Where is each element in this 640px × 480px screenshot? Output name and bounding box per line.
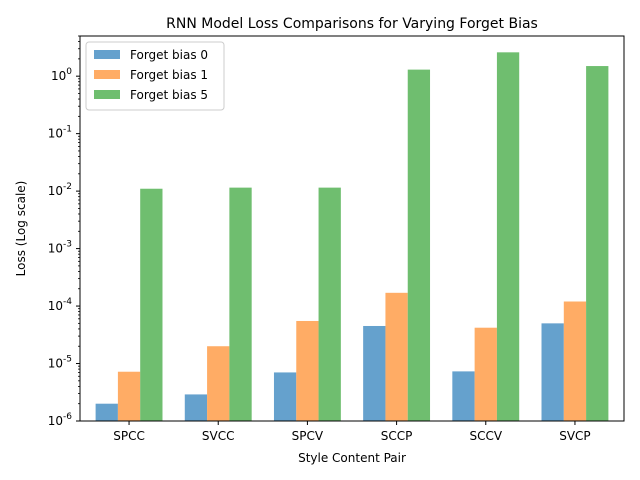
bar-svcp-series-3 xyxy=(586,66,609,422)
x-tick-label: SVCC xyxy=(202,429,235,443)
bar-svcc-series-3 xyxy=(229,187,252,421)
bar-spcv-series-3 xyxy=(318,187,341,421)
y-tick-label: 10-5 xyxy=(48,355,72,371)
bar-spcc-series-1 xyxy=(95,403,118,421)
y-tick-label: 10-4 xyxy=(48,297,73,313)
bar-spcc-series-3 xyxy=(140,188,163,421)
x-axis: SPCC SVCC SPCV SCCP SCCV SVCP xyxy=(113,421,591,443)
legend: Forget bias 0 Forget bias 1 Forget bias 5 xyxy=(85,41,225,111)
legend-label: Forget bias 0 xyxy=(130,48,208,62)
legend-box xyxy=(85,41,225,111)
x-tick-label: SPCC xyxy=(113,429,145,443)
x-tick-label: SCCP xyxy=(381,429,413,443)
y-tick-label: 10-2 xyxy=(48,182,72,198)
bar-svcp-series-2 xyxy=(563,301,587,421)
bar-svcc-series-2 xyxy=(207,346,230,421)
bar-sccp-series-2 xyxy=(385,292,408,421)
x-tick-label: SVCP xyxy=(559,429,590,443)
legend-label: Forget bias 5 xyxy=(130,88,208,102)
bar-sccp-series-1 xyxy=(363,325,386,421)
x-axis-label: Style Content Pair xyxy=(298,451,406,465)
legend-swatch xyxy=(94,50,120,59)
bar-sccp-series-3 xyxy=(407,69,431,421)
bar-spcc-series-2 xyxy=(117,371,141,421)
bar-spcv-series-2 xyxy=(296,320,319,421)
plot-frame xyxy=(79,35,625,422)
bar-spcv-series-1 xyxy=(273,372,297,421)
bar-svcp-series-1 xyxy=(541,323,564,421)
bars-group xyxy=(95,52,609,422)
y-axis: 10-6 10-5 10-4 10-3 10-2 10-1 100 xyxy=(48,35,80,428)
bar-svcc-series-1 xyxy=(184,394,208,421)
y-tick-label: 10-1 xyxy=(48,125,72,141)
y-tick-label: 100 xyxy=(51,67,72,83)
x-tick-label: SCCV xyxy=(469,429,502,443)
y-tick-label: 10-3 xyxy=(48,240,72,256)
chart-title: RNN Model Loss Comparisons for Varying F… xyxy=(166,16,538,32)
bar-sccv-series-2 xyxy=(474,327,497,421)
y-axis-label: Loss (Log scale) xyxy=(14,181,28,277)
legend-label: Forget bias 1 xyxy=(130,68,208,82)
legend-swatch xyxy=(94,70,120,79)
legend-swatch xyxy=(94,90,120,99)
y-tick-label: 10-6 xyxy=(48,412,73,428)
x-tick-label: SPCV xyxy=(292,429,324,443)
bar-sccv-series-1 xyxy=(452,371,475,421)
bar-sccv-series-3 xyxy=(496,52,520,422)
